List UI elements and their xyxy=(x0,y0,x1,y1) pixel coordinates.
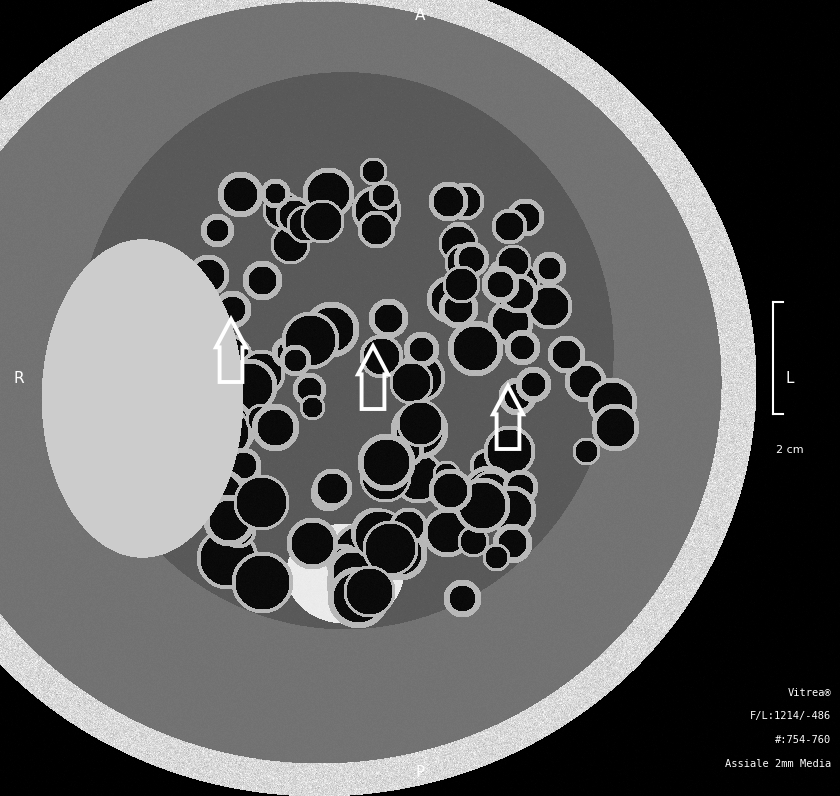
Text: F/L:1214/-486: F/L:1214/-486 xyxy=(750,712,832,721)
Text: Vitrea®: Vitrea® xyxy=(788,688,832,697)
Text: L: L xyxy=(785,371,794,385)
Text: 2 cm: 2 cm xyxy=(776,445,803,455)
Text: #:754-760: #:754-760 xyxy=(775,736,832,745)
Text: P: P xyxy=(415,765,425,779)
Text: R: R xyxy=(13,371,24,385)
Text: Assiale 2mm Media: Assiale 2mm Media xyxy=(726,759,832,769)
Text: A: A xyxy=(415,9,425,23)
